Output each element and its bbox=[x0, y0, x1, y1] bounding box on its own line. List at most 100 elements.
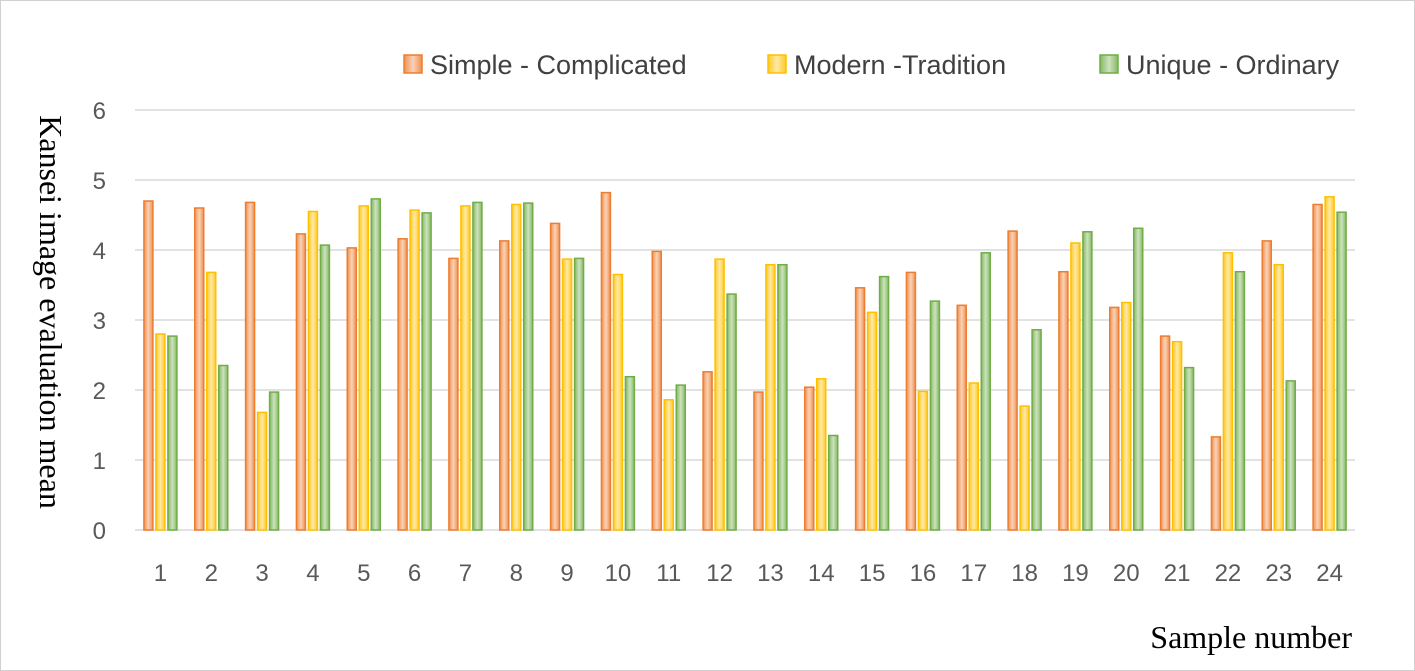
bar-2-sample-14 bbox=[816, 378, 827, 531]
x-tick-label: 22 bbox=[1215, 560, 1242, 587]
x-axis-title: Sample number bbox=[1150, 619, 1352, 655]
x-tick-label: 23 bbox=[1265, 560, 1292, 587]
x-tick-label: 19 bbox=[1062, 560, 1089, 587]
x-tick-label: 13 bbox=[757, 560, 784, 587]
bar-2-sample-16 bbox=[917, 390, 929, 531]
x-tick-label: 16 bbox=[910, 560, 937, 587]
bar-3-sample-20 bbox=[1133, 227, 1144, 531]
bar-2-sample-10 bbox=[612, 273, 624, 531]
bar-2-sample-24 bbox=[1324, 196, 1335, 531]
bar-3-sample-1 bbox=[167, 335, 178, 531]
bar-1-sample-7 bbox=[448, 257, 459, 531]
x-tick-label: 6 bbox=[408, 560, 421, 587]
bar-3-sample-24 bbox=[1336, 211, 1347, 531]
bar-1-sample-6 bbox=[397, 238, 408, 531]
x-tick-label: 18 bbox=[1011, 560, 1038, 587]
bar-2-sample-7 bbox=[460, 205, 471, 531]
bar-1-sample-10 bbox=[600, 191, 612, 531]
x-tick-label: 7 bbox=[459, 560, 472, 587]
bar-3-sample-19 bbox=[1082, 231, 1093, 531]
bar-3-sample-9 bbox=[573, 257, 585, 531]
bar-1-sample-16 bbox=[905, 271, 917, 531]
x-tick-label: 2 bbox=[205, 560, 218, 587]
y-tick-label: 2 bbox=[93, 378, 106, 405]
bar-3-sample-4 bbox=[319, 244, 331, 531]
bar-3-sample-16 bbox=[929, 300, 941, 531]
bar-1-sample-21 bbox=[1159, 335, 1171, 531]
x-tick-label: 9 bbox=[560, 560, 573, 587]
bar-2-sample-19 bbox=[1070, 242, 1081, 531]
bar-2-sample-1 bbox=[155, 333, 166, 531]
bar-3-sample-6 bbox=[421, 212, 432, 531]
x-tick-label: 20 bbox=[1113, 560, 1140, 587]
bar-1-sample-19 bbox=[1058, 270, 1069, 531]
x-tick-label: 4 bbox=[306, 560, 319, 587]
y-tick-label: 6 bbox=[93, 98, 106, 125]
bar-3-sample-5 bbox=[370, 198, 381, 531]
bar-2-sample-13 bbox=[765, 263, 776, 531]
bar-3-sample-17 bbox=[980, 252, 991, 531]
bar-1-sample-23 bbox=[1261, 240, 1272, 531]
bar-2-sample-4 bbox=[307, 210, 319, 531]
legend-swatch bbox=[403, 54, 423, 74]
bar-1-sample-15 bbox=[854, 287, 866, 531]
gridlines bbox=[135, 109, 1355, 531]
bar-1-sample-2 bbox=[194, 207, 205, 531]
x-tick-label: 24 bbox=[1316, 560, 1343, 587]
legend-label: Simple - Complicated bbox=[430, 50, 687, 80]
bars bbox=[143, 191, 1347, 531]
bar-1-sample-8 bbox=[499, 240, 510, 531]
bar-1-sample-11 bbox=[651, 250, 662, 531]
bar-1-sample-4 bbox=[295, 233, 307, 531]
legend-swatch bbox=[1099, 54, 1119, 74]
x-tick-label: 15 bbox=[859, 560, 886, 587]
x-tick-labels: 1 2 3 4 5 6 7 8 9 10 11 12 13 14 15 16 17 18 19 20 21 22 23 24 bbox=[154, 560, 1343, 587]
bar-2-sample-2 bbox=[206, 271, 217, 531]
legend-label: Modern -Tradition bbox=[794, 50, 1006, 80]
bar-1-sample-18 bbox=[1007, 230, 1018, 531]
bar-2-sample-23 bbox=[1273, 263, 1284, 531]
bar-2-sample-5 bbox=[358, 205, 369, 531]
bar-2-sample-11 bbox=[663, 399, 674, 531]
x-tick-label: 5 bbox=[357, 560, 370, 587]
bar-3-sample-10 bbox=[624, 375, 636, 531]
y-tick-labels: 0 1 2 3 4 5 6 bbox=[93, 98, 106, 545]
bar-2-sample-18 bbox=[1019, 405, 1030, 531]
bar-2-sample-22 bbox=[1222, 252, 1234, 531]
bar-1-sample-5 bbox=[346, 247, 357, 531]
bar-3-sample-2 bbox=[218, 364, 229, 531]
bar-3-sample-3 bbox=[268, 391, 280, 531]
bar-1-sample-22 bbox=[1210, 436, 1222, 531]
x-tick-label: 1 bbox=[154, 560, 167, 587]
x-tick-label: 8 bbox=[510, 560, 523, 587]
bar-3-sample-13 bbox=[777, 263, 788, 531]
bar-2-sample-3 bbox=[256, 411, 268, 531]
x-tick-label: 10 bbox=[605, 560, 632, 587]
y-tick-label: 4 bbox=[93, 238, 106, 265]
legend: Simple - Complicated Modern -Tradition Uni… bbox=[403, 50, 1340, 80]
bar-1-sample-1 bbox=[143, 200, 154, 531]
y-tick-label: 1 bbox=[93, 448, 106, 475]
x-tick-label: 21 bbox=[1164, 560, 1191, 587]
bar-2-sample-21 bbox=[1171, 340, 1183, 531]
bar-1-sample-9 bbox=[549, 222, 561, 531]
x-tick-label: 12 bbox=[706, 560, 733, 587]
y-tick-label: 3 bbox=[93, 308, 106, 335]
x-tick-label: 17 bbox=[960, 560, 987, 587]
bar-3-sample-11 bbox=[675, 384, 686, 531]
bar-2-sample-9 bbox=[561, 258, 573, 531]
bar-3-sample-8 bbox=[523, 202, 534, 531]
bar-2-sample-17 bbox=[968, 382, 979, 531]
bar-1-sample-14 bbox=[804, 386, 815, 531]
bar-3-sample-18 bbox=[1031, 329, 1042, 531]
bar-1-sample-20 bbox=[1109, 306, 1120, 531]
x-tick-label: 14 bbox=[808, 560, 835, 587]
bar-2-sample-12 bbox=[714, 258, 725, 531]
bar-1-sample-24 bbox=[1312, 203, 1323, 531]
bar-3-sample-22 bbox=[1234, 270, 1246, 531]
legend-label: Unique - Ordinary bbox=[1126, 50, 1340, 80]
bar-2-sample-6 bbox=[409, 209, 420, 531]
y-tick-label: 5 bbox=[93, 168, 106, 195]
